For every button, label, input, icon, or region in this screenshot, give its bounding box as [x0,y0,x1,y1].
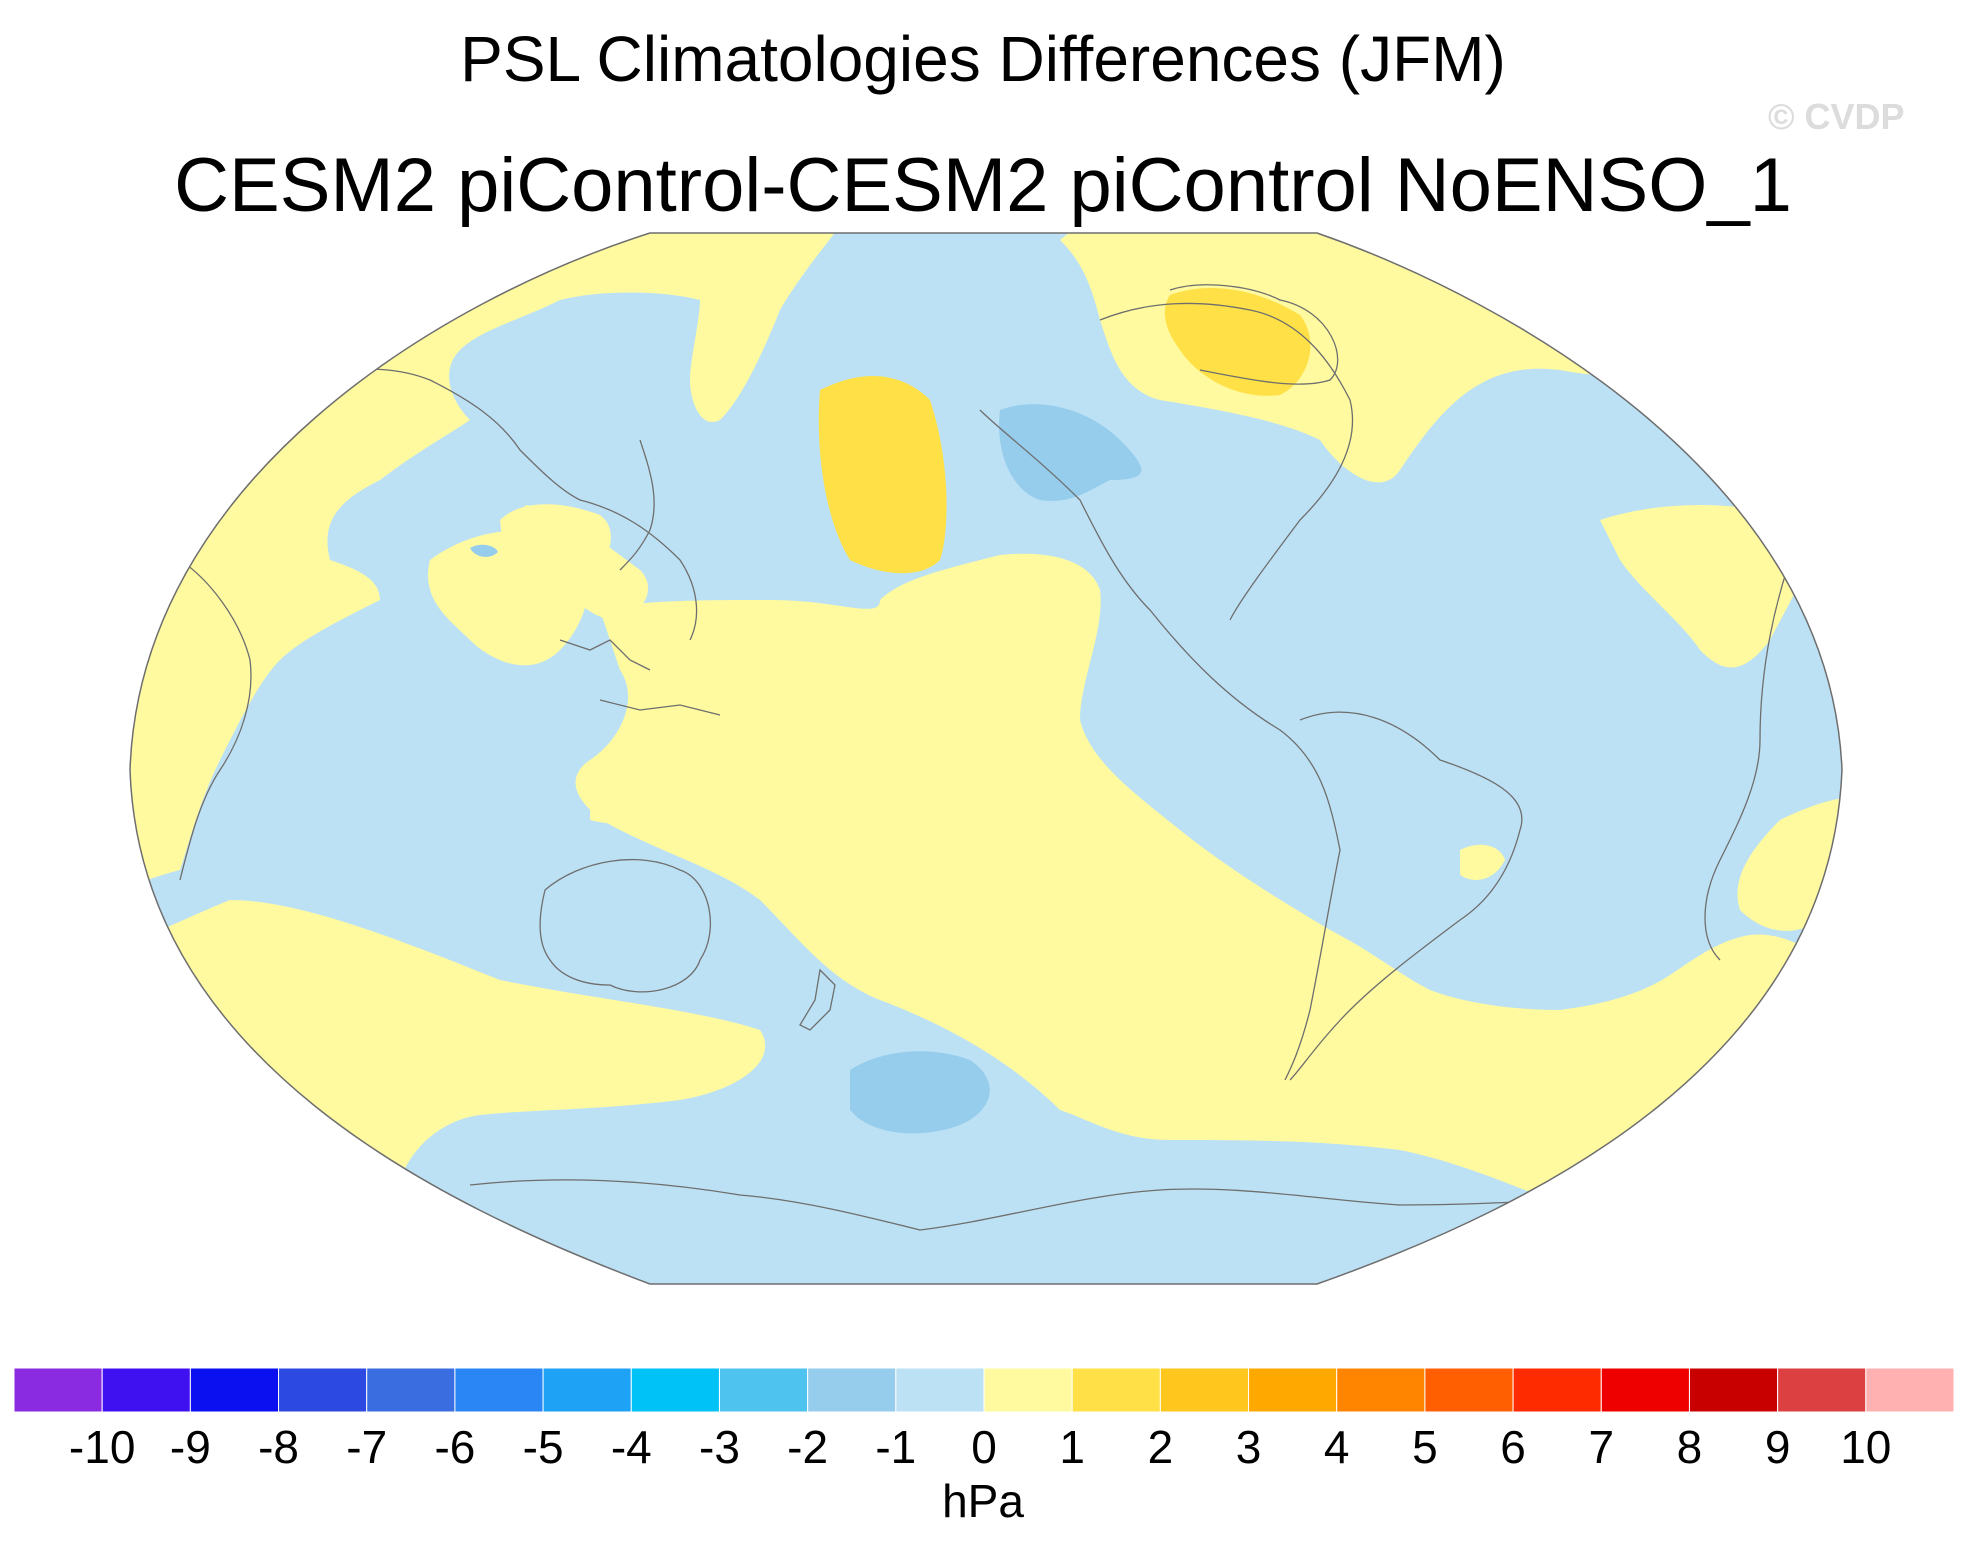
colorbar-swatch [189,1368,280,1413]
colorbar-swatch [1777,1368,1867,1413]
globe-outline [129,232,1843,1285]
positive-region-hudson-bay [1164,287,1311,396]
colorbar-tick-label: 4 [1323,1421,1350,1473]
colorbar-swatch [454,1368,544,1413]
positive-region-south-africa [1737,796,1842,931]
colorbar-swatch [366,1368,456,1413]
colorbar-swatch [1688,1368,1779,1413]
colorbar-swatch [101,1368,191,1413]
colorbar-swatch [807,1368,897,1413]
colorbar-tick-label: 0 [971,1421,997,1473]
colorbar-tick-label: 8 [1676,1421,1703,1473]
colorbar [14,1368,1954,1413]
colorbar-swatch [1248,1368,1338,1413]
colorbar-tick-label: -6 [434,1421,476,1473]
positive-region-gulf-alaska [818,376,947,574]
colorbar-swatch [1512,1368,1602,1413]
colorbar-tick-label: 9 [1764,1421,1791,1473]
colorbar-swatch [895,1368,985,1413]
plot-subtitle: CESM2 piControl-CESM2 piControl NoENSO_1 [174,143,1792,228]
positive-1-2-regions [818,287,1311,574]
negative-2-1-regions [470,404,1142,1134]
colorbar-tick-label: -3 [699,1421,740,1473]
colorbar-tick-label: -5 [522,1421,564,1473]
plot-title: PSL Climatologies Differences (JFM) [460,23,1506,95]
positive-region-brazil [1460,844,1505,880]
colorbar-swatch [1071,1368,1161,1413]
colorbar-tick-label: 1 [1059,1421,1085,1473]
colorbar-unit: hPa [942,1475,1024,1527]
colorbar-tick-label: -4 [610,1421,652,1473]
colorbar-tick-label: 10 [1840,1421,1892,1473]
negative-region-china-small [470,544,498,557]
colorbar-swatch [1159,1368,1250,1413]
colorbar-tick-label: 3 [1235,1421,1262,1473]
colorbar-swatch [983,1368,1073,1413]
colorbar-swatch [630,1368,720,1413]
colorbar-tick-label: -7 [346,1421,388,1473]
colorbar-swatch [1600,1368,1690,1413]
cvdp-watermark: © CVDP [1768,96,1905,137]
colorbar-swatch [1336,1368,1426,1413]
positive-region-pacific [575,553,1842,1200]
colorbar-tick-label: -9 [169,1421,211,1473]
colorbar-tick-label: 2 [1147,1421,1174,1473]
positive-region-east-asia [525,505,649,620]
colorbar-swatch [542,1368,632,1413]
negative-region-nw-america [999,404,1142,501]
colorbar-tick-label: 5 [1412,1421,1438,1473]
colorbar-tick-label: -2 [787,1421,829,1473]
negative-region-south-pacific [850,1051,990,1134]
positive-region-africa [1600,505,1807,668]
colorbar-swatch [1424,1368,1514,1413]
colorbar-tick-label: 6 [1500,1421,1526,1473]
colorbar-tick-label: 7 [1588,1421,1615,1473]
field-layer [130,233,1842,1284]
colorbar-tick-label: -10 [68,1421,136,1473]
colorbar-swatch [1865,1368,1954,1413]
positive-region-png [590,807,680,825]
colorbar-tick-label: -8 [258,1421,299,1473]
colorbar-swatch [278,1368,368,1413]
colorbar-tick-label: -1 [875,1421,917,1473]
colorbar-swatch [14,1368,103,1413]
colorbar-swatch [718,1368,809,1413]
